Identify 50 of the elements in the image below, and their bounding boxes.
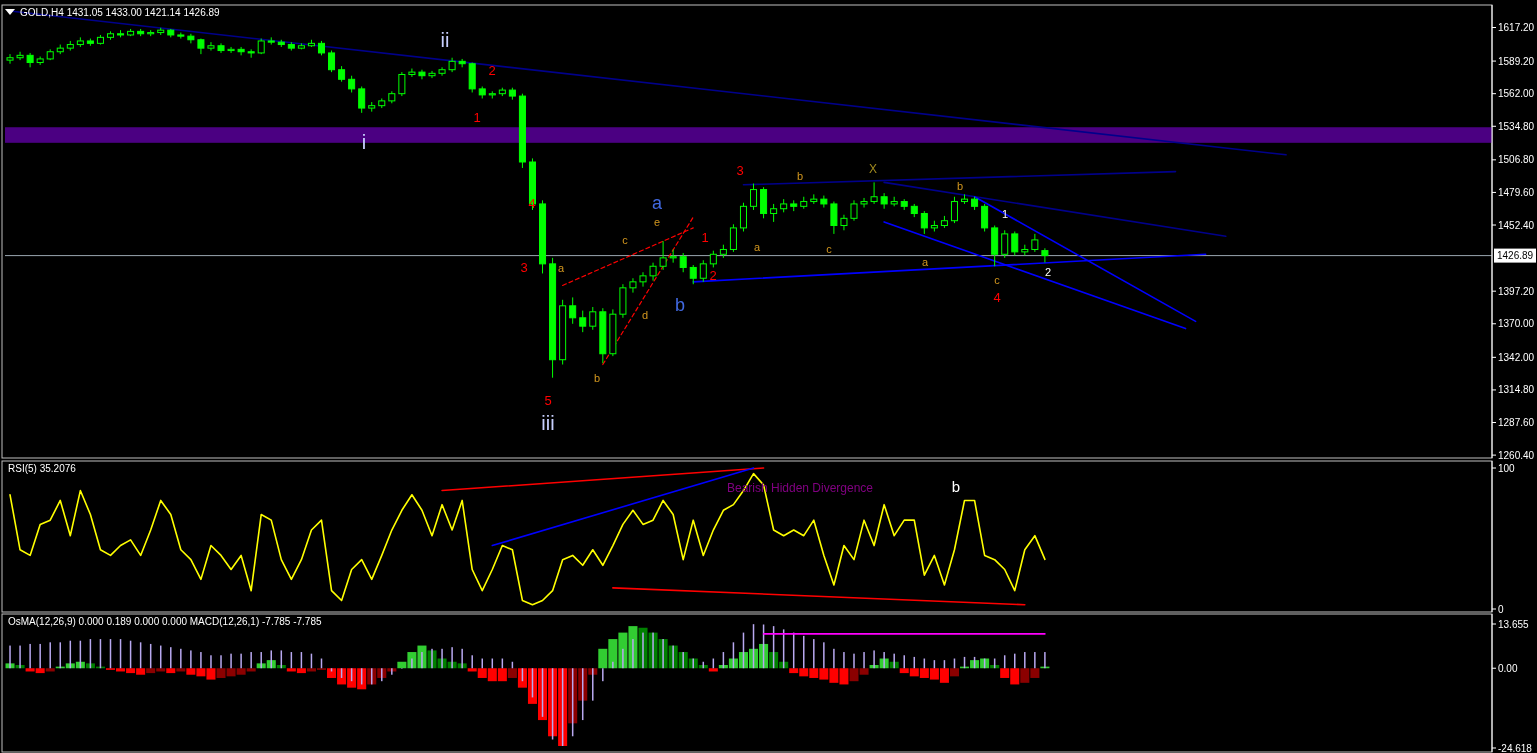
- y-tick-label: 1506.80: [1498, 154, 1535, 166]
- y-tick-label: 0.00: [1498, 662, 1518, 674]
- annotation: 1: [473, 109, 481, 125]
- annotation: b: [951, 477, 961, 495]
- annotation: 3: [736, 162, 744, 178]
- y-tick-label: 1534.80: [1498, 120, 1535, 132]
- annotation: b: [674, 295, 686, 315]
- annotation: ii: [440, 29, 450, 51]
- y-tick-label: 1562.00: [1498, 88, 1535, 100]
- annotation: c: [826, 243, 833, 255]
- chart-title: RSI(5) 35.2076: [8, 463, 77, 474]
- annotation: a: [753, 241, 761, 253]
- y-tick-label: 13.655: [1498, 618, 1530, 630]
- y-tick-label: 100: [1498, 462, 1516, 474]
- annotation: a: [921, 256, 929, 268]
- y-tick-label: 1287.60: [1498, 417, 1535, 429]
- chart-title: OsMA(12,26,9) 0.000 0.189 0.000 0.000 MACD(12,26,1) -7.785 -7.785: [8, 616, 322, 627]
- chart-title: GOLD,H4 1431.05 1433.00 1421.14 1426.89: [20, 7, 221, 18]
- annotation: 2: [488, 62, 496, 78]
- y-tick-label: -24.618: [1498, 742, 1533, 753]
- annotation: 2: [1044, 266, 1052, 278]
- y-tick-label: 1342.00: [1498, 351, 1535, 363]
- annotation: c: [994, 274, 1001, 286]
- annotation: X: [868, 162, 878, 176]
- annotation: b: [956, 180, 964, 192]
- annotation: a: [651, 193, 663, 213]
- annotation: 4: [993, 289, 1001, 305]
- annotation: d: [641, 309, 649, 321]
- annotation: 1: [1001, 208, 1009, 220]
- y-tick-label: 1479.60: [1498, 186, 1535, 198]
- annotation: a: [557, 262, 565, 274]
- annotation: b: [796, 170, 804, 182]
- annotation: 2: [709, 267, 717, 283]
- y-tick-label: 0: [1498, 603, 1504, 615]
- y-tick-label: 1452.40: [1498, 219, 1535, 231]
- y-tick-label: 1260.40: [1498, 449, 1535, 461]
- annotation: b: [593, 372, 601, 384]
- y-tick-label: 1314.80: [1498, 384, 1535, 396]
- annotation: 1: [701, 229, 709, 245]
- y-tick-label: 1589.20: [1498, 55, 1535, 67]
- annotation: 3: [520, 259, 528, 275]
- annotation: 5: [544, 392, 552, 408]
- annotation: c: [622, 234, 629, 246]
- ref-line-label: 1426.89: [1497, 250, 1534, 262]
- y-tick-label: 1397.20: [1498, 285, 1535, 297]
- annotation: i: [361, 131, 367, 153]
- y-tick-label: 1617.20: [1498, 22, 1535, 34]
- annotation: e: [653, 216, 661, 228]
- y-tick-label: 1370.00: [1498, 318, 1535, 330]
- annotation: iii: [541, 412, 555, 434]
